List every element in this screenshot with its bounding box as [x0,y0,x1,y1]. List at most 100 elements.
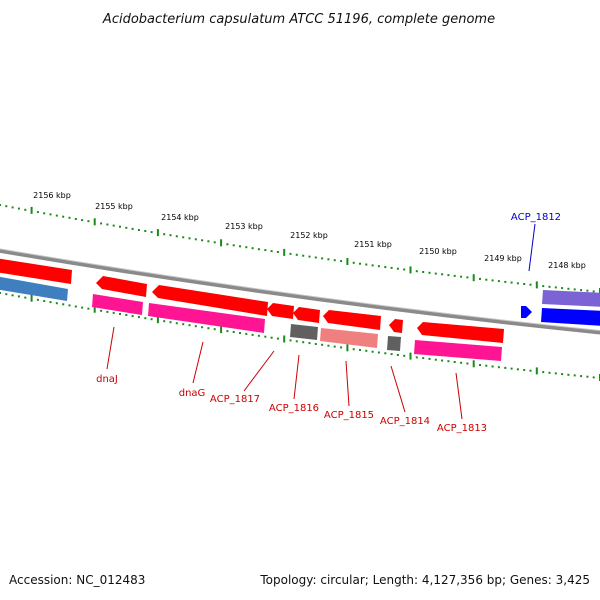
gene-arrow-acp-1817[interactable] [267,303,294,319]
outer-scale-minor-tick [447,274,450,277]
gene-arrow-acp-1812[interactable] [521,306,532,318]
gene-label-dnag[interactable]: dnaG [179,388,206,399]
inner-scale-major-tick [283,335,286,343]
gene-arrow-partial-left[interactable] [0,258,72,284]
tick-label-2153: 2153 kbp [225,222,263,231]
leader-acp-1814 [390,365,406,413]
inner-scale-major-tick [93,305,96,313]
outer-scale-minor-tick [276,251,279,253]
leader-acp-1815 [345,360,350,407]
outer-scale-minor-tick [365,263,368,266]
inner-scale-minor-tick [460,361,463,364]
outer-scale-minor-tick [68,216,71,219]
outer-scale-major-tick [283,248,286,256]
inner-scale-minor-tick [403,354,406,357]
outer-scale-major-tick [156,229,159,237]
inner-scale-minor-tick [119,313,121,315]
outer-scale-minor-tick [144,230,147,232]
inner-scale-minor-tick [137,316,140,319]
outer-scale-minor-tick [182,236,185,239]
inner-scale-minor-tick [232,331,235,333]
outer-scale-minor-tick [434,272,437,275]
inner-scale-minor-tick [466,362,469,365]
gene-label-acp-1814[interactable]: ACP_1814 [380,416,430,427]
outer-scale-minor-tick [112,224,115,227]
leader-acp-1813 [455,372,463,420]
inner-scale-minor-tick [150,318,153,321]
inner-scale-major-tick [156,316,159,324]
outer-scale-minor-tick [270,250,273,253]
inner-scale-minor-tick [548,371,551,374]
inner-scale-minor-tick [239,332,241,334]
inner-scale-minor-tick [333,345,336,348]
gene-bar-acp-1814-misc[interactable] [387,336,401,351]
outer-scale-minor-tick [17,207,20,210]
outer-scale-minor-tick [232,244,235,247]
inner-scale-minor-tick [251,333,254,336]
leader-acp-1817 [243,350,275,392]
outer-scale-minor-tick [396,267,399,270]
accession-text: Accession: NC_012483 [9,573,146,587]
gene-label-acp-1815[interactable]: ACP_1815 [324,410,374,421]
gene-bar-acp-1815-pseudo[interactable] [320,328,378,348]
outer-scale-minor-tick [567,287,570,290]
outer-scale-minor-tick [302,254,305,257]
gene-label-acp-1816[interactable]: ACP_1816 [269,403,319,414]
inner-scale-minor-tick [55,302,58,305]
outer-scale-minor-tick [466,276,469,279]
outer-scale-minor-tick [264,249,267,252]
gene-label-acp-1813[interactable]: ACP_1813 [437,423,487,434]
inner-scale-minor-tick [396,354,399,356]
outer-scale-minor-tick [327,258,330,261]
inner-scale-minor-tick [295,340,298,343]
outer-scale-minor-tick [308,255,311,258]
gene-bar-acp-1813-rna[interactable] [414,340,502,361]
gene-arrow-dnag[interactable] [152,285,268,316]
inner-scale-minor-tick [516,368,519,371]
outer-scale-major-tick [346,258,349,265]
gene-bar-dnaj-rna[interactable] [92,294,143,315]
inner-scale-minor-tick [264,335,267,338]
gene-arrow-acp-1816[interactable] [293,307,320,323]
inner-scale-minor-tick [447,360,450,363]
gene-bar-acp-1816-misc[interactable] [290,324,318,340]
gene-bar-dnag-rna[interactable] [148,303,265,333]
inner-scale-minor-tick [554,372,557,375]
inner-scale-minor-tick [106,310,109,313]
inner-scale-minor-tick [586,375,589,378]
inner-scale-minor-tick [112,311,115,314]
inner-scale-minor-tick [11,294,14,297]
gene-bar-partial-left-blue[interactable] [0,276,68,301]
inner-scale-minor-tick [371,350,374,353]
inner-scale-major-tick [472,360,475,368]
tick-label-2156: 2156 kbp [33,191,71,200]
leader-acp-1816 [293,354,300,400]
outer-scale-minor-tick [321,257,324,260]
inner-scale-minor-tick [340,346,343,349]
inner-scale-minor-tick [327,344,330,347]
gene-arrow-forward-partial-right[interactable] [541,308,600,326]
inner-scale-major-tick [30,294,33,302]
outer-scale-minor-tick [62,215,65,218]
outer-scale-minor-tick [510,281,513,284]
leader-acp-1812 [528,223,536,272]
inner-scale-minor-tick [359,349,361,351]
gene-label-dnaj[interactable]: dnaJ [96,374,118,385]
inner-scale-minor-tick [542,371,545,374]
inner-scale-minor-tick [182,323,185,326]
inner-scale-minor-tick [125,314,128,316]
tick-label-2149: 2149 kbp [484,254,522,263]
gene-arrow-acp-1813[interactable] [417,322,504,343]
outer-scale-minor-tick [529,283,532,286]
gene-arrow-acp-1814[interactable] [389,319,403,333]
inner-scale-minor-tick [365,349,368,352]
inner-scale-minor-tick [592,376,595,379]
inner-scale-minor-tick [188,324,191,327]
gene-bar-forward-partial-right[interactable] [542,290,600,307]
gene-label-acp-1812[interactable]: ACP_1812 [511,212,561,223]
outer-scale-minor-tick [548,285,551,288]
gene-label-acp-1817[interactable]: ACP_1817 [210,394,260,405]
gene-arrow-dnaj[interactable] [96,276,147,297]
gene-arrow-acp-1815[interactable] [323,310,381,330]
